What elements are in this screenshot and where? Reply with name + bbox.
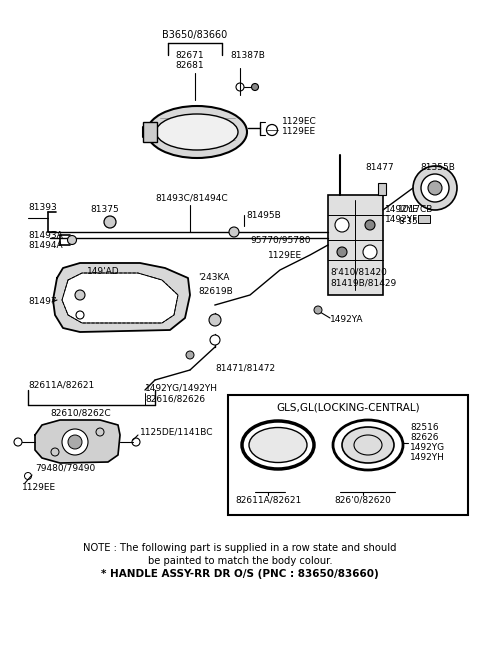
Text: 81375: 81375	[90, 206, 119, 214]
Circle shape	[365, 220, 375, 230]
Text: 81493C/81494C: 81493C/81494C	[155, 194, 228, 202]
Text: 1492YG: 1492YG	[410, 443, 445, 453]
Text: 81495B: 81495B	[246, 210, 281, 219]
Circle shape	[413, 166, 457, 210]
Text: 1017CB: 1017CB	[398, 206, 433, 214]
Ellipse shape	[147, 106, 247, 158]
Text: 81497: 81497	[28, 298, 57, 307]
Bar	[228, 395, 468, 515]
Circle shape	[104, 216, 116, 228]
Ellipse shape	[242, 421, 314, 469]
Text: 1492YE: 1492YE	[385, 206, 419, 214]
Text: 1492YG/1492YH: 1492YG/1492YH	[145, 384, 218, 392]
Text: 82626: 82626	[410, 434, 439, 443]
Circle shape	[51, 448, 59, 456]
Circle shape	[68, 235, 76, 244]
Text: * HANDLE ASSY-RR DR O/S (PNC : 83650/83660): * HANDLE ASSY-RR DR O/S (PNC : 83650/836…	[101, 569, 379, 579]
Text: 82616/82626: 82616/82626	[145, 394, 205, 403]
Text: 82516: 82516	[410, 424, 439, 432]
Circle shape	[421, 174, 449, 202]
Circle shape	[68, 435, 82, 449]
Text: 81355B: 81355B	[420, 164, 455, 173]
Bar	[378, 183, 386, 195]
Text: 81419B/81429: 81419B/81429	[330, 279, 396, 288]
Circle shape	[314, 306, 322, 314]
Text: 82681: 82681	[175, 60, 204, 70]
Text: 81471/81472: 81471/81472	[215, 363, 275, 373]
Polygon shape	[35, 420, 120, 463]
Text: 95770/95780: 95770/95780	[250, 235, 311, 244]
Circle shape	[62, 429, 88, 455]
Text: 81393: 81393	[28, 202, 57, 212]
Text: 79480/79490: 79480/79490	[35, 463, 95, 472]
Ellipse shape	[342, 427, 394, 463]
Text: B3650/83660: B3650/83660	[162, 30, 228, 40]
Text: GLS,GL(LOCKING-CENTRAL): GLS,GL(LOCKING-CENTRAL)	[276, 403, 420, 413]
Text: '243KA: '243KA	[198, 273, 229, 283]
Text: 826'0/82620: 826'0/82620	[335, 495, 391, 505]
Circle shape	[252, 83, 259, 91]
Text: 1125DE/1141BC: 1125DE/1141BC	[140, 428, 214, 436]
Bar	[418, 215, 430, 223]
Text: 1492YA: 1492YA	[330, 315, 363, 325]
Bar	[143, 122, 157, 142]
Circle shape	[209, 314, 221, 326]
Circle shape	[428, 181, 442, 195]
Text: 81494A: 81494A	[28, 240, 62, 250]
Circle shape	[229, 227, 239, 237]
Text: be painted to match the body colour.: be painted to match the body colour.	[148, 556, 332, 566]
Text: 82611A/82621: 82611A/82621	[235, 495, 301, 505]
Ellipse shape	[333, 420, 403, 470]
Text: 82611A/82621: 82611A/82621	[28, 380, 94, 390]
Bar	[328, 195, 383, 295]
Text: 1129EE: 1129EE	[282, 127, 316, 137]
Text: 1492YH: 1492YH	[410, 453, 445, 463]
Text: 82610/8262C: 82610/8262C	[50, 409, 110, 417]
Text: 8'350B: 8'350B	[398, 217, 430, 227]
Circle shape	[76, 311, 84, 319]
Text: 81387B: 81387B	[230, 51, 265, 60]
Circle shape	[335, 218, 349, 232]
Text: NOTE : The following part is supplied in a row state and should: NOTE : The following part is supplied in…	[83, 543, 397, 553]
Polygon shape	[62, 273, 178, 323]
Circle shape	[186, 351, 194, 359]
Text: 81477: 81477	[365, 164, 394, 173]
Circle shape	[96, 428, 104, 436]
Circle shape	[337, 247, 347, 257]
Polygon shape	[53, 263, 190, 332]
Ellipse shape	[156, 114, 238, 150]
Text: 1129EE: 1129EE	[268, 250, 302, 260]
Circle shape	[363, 245, 377, 259]
Circle shape	[210, 335, 220, 345]
Circle shape	[75, 290, 85, 300]
Text: 1129EE: 1129EE	[22, 484, 56, 493]
Text: 1492YF: 1492YF	[385, 215, 418, 225]
Text: 149'AD: 149'AD	[87, 267, 120, 277]
Text: 82671: 82671	[175, 51, 204, 60]
Text: P: P	[364, 438, 372, 451]
Text: 82619B: 82619B	[198, 288, 233, 296]
Ellipse shape	[249, 428, 307, 463]
Text: 81493A: 81493A	[28, 231, 63, 240]
Text: 1129EC: 1129EC	[282, 118, 317, 127]
Text: 8'410/81420: 8'410/81420	[330, 267, 387, 277]
